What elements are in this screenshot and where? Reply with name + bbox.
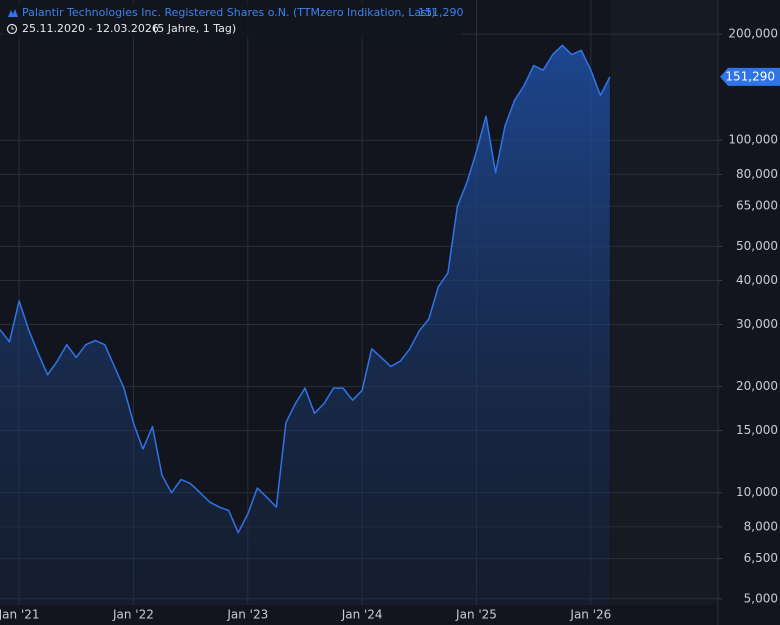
- chart-title: Palantir Technologies Inc. Registered Sh…: [22, 6, 436, 19]
- y-tick-label: 100,000: [728, 133, 778, 147]
- y-tick-label: 200,000: [728, 27, 778, 41]
- clock-hand: [11, 26, 14, 30]
- line: [0, 44, 611, 534]
- x-tick-label: Jan '25: [455, 608, 497, 622]
- y-tick-label: 15,000: [736, 423, 778, 437]
- header-price: 151,290: [418, 6, 464, 19]
- price-badge: [720, 67, 780, 86]
- future-zone: [611, 0, 718, 605]
- y-tick-label: 50,000: [736, 239, 778, 253]
- date-range: 25.11.2020 - 12.03.2026: [22, 22, 159, 35]
- chart-icon: [8, 9, 18, 17]
- price-badge-label: 151,290: [725, 69, 775, 83]
- x-tick-label: Jan '24: [341, 608, 383, 622]
- period: (5 Jahre, 1 Tag): [153, 22, 236, 35]
- y-tick-label: 40,000: [736, 273, 778, 287]
- x-tick-label: Jan '21: [0, 608, 40, 622]
- y-tick-label: 65,000: [736, 199, 778, 213]
- x-tick-label: Jan '22: [112, 608, 154, 622]
- y-tick-label: 10,000: [736, 485, 778, 499]
- x-tick-label: Jan '23: [226, 608, 268, 622]
- x-tick-label: Jan '26: [569, 608, 611, 622]
- header-bg: [2, 2, 462, 38]
- y-tick-label: 8,000: [744, 519, 778, 533]
- y-tick-label: 30,000: [736, 317, 778, 331]
- clock-icon: [6, 23, 18, 35]
- y-tick-label: 5,000: [744, 591, 778, 605]
- y-tick-label: 20,000: [736, 379, 778, 393]
- area: [0, 45, 610, 606]
- y-tick-label: 6,500: [744, 551, 778, 565]
- y-tick-label: 80,000: [736, 167, 778, 181]
